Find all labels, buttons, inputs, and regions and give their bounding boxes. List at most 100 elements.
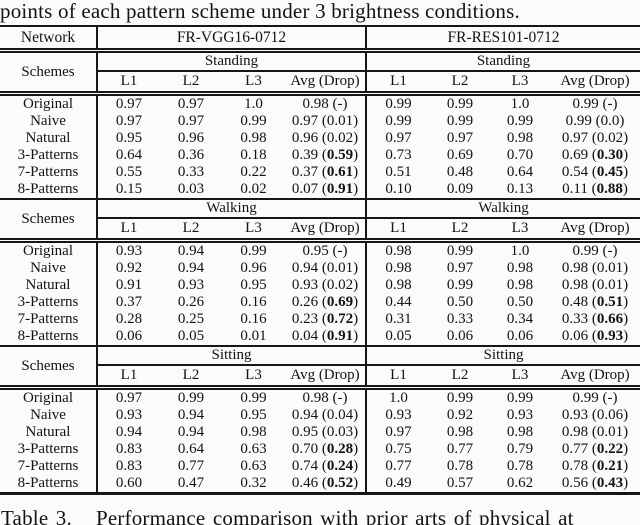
value-cell: 0.98 [385,260,412,276]
paren-close: ) [623,407,629,423]
avg-value: 0.74 [291,458,319,474]
paren-close: ) [623,441,629,457]
condition-name: Walking [97,199,367,219]
value-cell: 0.15 [97,181,160,200]
paren-open: ( [588,441,597,457]
drop-value: 0.45 [596,164,624,180]
value-cell: 0.92 [115,260,143,276]
col-header-l3: L3 [222,365,285,390]
value-cell: 0.99 [177,390,205,406]
drop-value: - [607,243,613,259]
paren-open: ( [318,277,327,293]
value-cell: 0.37 [115,294,143,310]
value-cell: 0.94 [177,407,205,423]
col-header-avg: Avg (Drop) [550,71,640,96]
avg-value: 0.98 [561,424,589,440]
value-cell: 0.06 [97,328,160,347]
value-cell: 0.05 [160,328,222,347]
paren-open: ( [318,407,327,423]
col-header-avg: Avg (Drop) [285,218,367,243]
col-header-l3: L3 [222,71,285,96]
paren-close: ) [612,390,618,406]
drop-value: - [337,96,343,112]
scheme-name: Naive [0,113,98,130]
value-cell: 0.75 [385,441,412,457]
avg-drop-cell: 0.70 (0.28) [285,441,367,458]
avg-drop-cell: 0.11 (0.88) [550,181,640,200]
value-cell: 0.97 [177,96,205,112]
table-row: Natural 0.91 0.93 0.95 0.93 (0.02) 0.98 0.99 0.… [0,277,640,294]
value-cell: 1.0 [510,96,530,112]
value-cell: 0.97 [115,390,143,406]
paren-open: ( [591,113,601,129]
value-cell: 0.99 [506,113,534,129]
paren-close: ) [353,328,359,344]
avg-value: 0.98 [302,390,329,406]
drop-value: 0.61 [326,164,354,180]
scheme-name: 3-Patterns [0,441,98,458]
drop-value: - [337,243,343,259]
network-name: FR-RES101-0712 [366,25,640,53]
value-cell: 1.0 [244,96,263,112]
avg-drop-cell: 0.48 (0.51) [550,294,640,311]
paren-close: ) [342,243,348,259]
paren-open: ( [328,390,338,406]
paren-open: ( [588,424,597,440]
avg-value: 0.04 [291,328,319,344]
paren-close: ) [623,260,629,276]
drop-value: 0.01 [596,424,624,440]
col-header-l2: L2 [430,71,490,96]
caption-text: Performance comparison with prior arts o… [95,506,574,525]
scheme-name: Naive [0,260,98,277]
avg-drop-cell: 0.96 (0.02) [285,130,367,147]
table-row: 3-Patterns 0.83 0.64 0.63 0.70 (0.28) 0.75 0.7… [0,441,640,458]
scheme-name: Naive [0,407,98,424]
value-cell: 0.99 [240,390,267,406]
condition-name: Walking [366,199,640,219]
paren-close: ) [619,113,625,129]
value-cell: 0.98 [240,424,267,440]
avg-value: 0.94 [291,260,319,276]
value-cell: 0.99 [506,390,534,406]
avg-value: 0.96 [291,130,319,146]
avg-value: 0.07 [291,181,319,197]
paren-close: ) [353,407,359,423]
value-cell: 0.93 [506,407,534,423]
scheme-name: Natural [0,424,98,441]
table-row: Original 0.97 0.99 0.99 0.98 (-) 1.0 0.99 0.99 0… [0,387,640,407]
drop-value: 0.02 [596,130,624,146]
paren-close: ) [342,390,348,406]
paren-close: ) [353,311,359,327]
value-cell: 0.64 [115,147,143,163]
value-cell: 0.95 [240,407,267,423]
paren-close: ) [623,147,629,163]
col-header-l1: L1 [366,71,430,96]
value-cell: 0.64 [506,164,534,180]
condition-name: Standing [97,50,367,72]
value-cell: 0.94 [177,243,205,259]
col-header-l1: L1 [366,218,430,243]
value-cell: 0.99 [446,390,474,406]
avg-drop-cell: 0.23 (0.72) [285,311,367,328]
value-cell: 0.48 [446,164,474,180]
paren-close: ) [623,294,629,310]
value-cell: 0.97 [446,260,474,276]
col-header-avg: Avg (Drop) [550,365,640,390]
paren-close: ) [353,260,359,276]
paren-open: ( [318,475,327,491]
value-cell: 0.98 [506,424,534,440]
value-cell: 0.97 [385,424,412,440]
condition-row: Schemes Sitting Sitting [0,346,640,390]
paren-close: ) [353,458,359,474]
avg-drop-cell: 0.04 (0.91) [285,328,367,347]
caption-number: Table 3. [1,506,72,525]
paren-close: ) [353,475,359,491]
value-cell: 0.93 [115,243,143,259]
value-cell: 0.02 [222,181,285,200]
value-cell: 0.92 [446,407,474,423]
drop-value: 0.30 [596,147,624,163]
table-row: 3-Patterns 0.64 0.36 0.18 0.39 (0.59) 0.73 0.6… [0,147,640,164]
paren-close: ) [353,441,359,457]
avg-value: 0.97 [291,113,319,129]
avg-value: 0.11 [562,181,588,197]
